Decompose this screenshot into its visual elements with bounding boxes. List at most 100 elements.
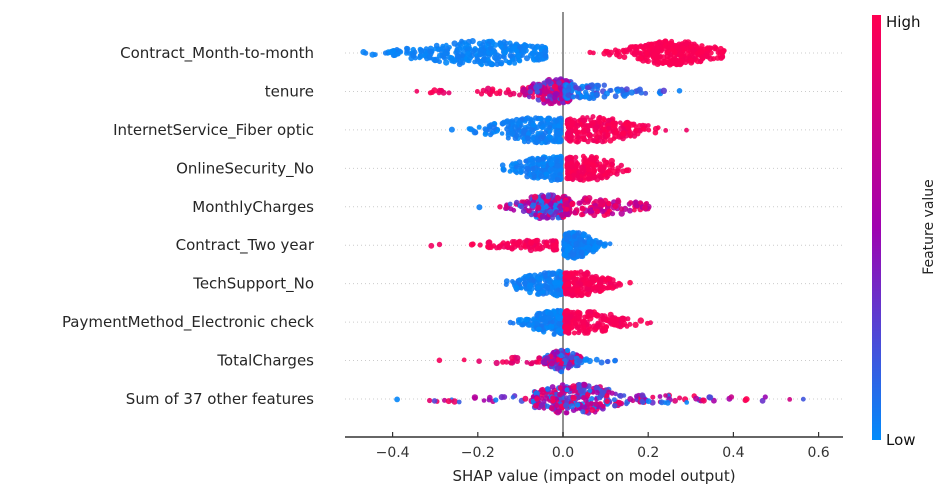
- swarm-point: [574, 246, 579, 251]
- swarm-point: [524, 135, 531, 142]
- swarm-point: [606, 200, 612, 207]
- swarm-point: [431, 398, 438, 404]
- x-tick-label: 0.6: [807, 445, 829, 461]
- swarm-point: [578, 249, 585, 256]
- swarm-point: [455, 53, 462, 60]
- swarm-point: [688, 44, 694, 50]
- swarm-point: [539, 204, 546, 211]
- swarm-point: [521, 280, 528, 286]
- swarm-point: [500, 359, 506, 365]
- swarm-point: [544, 355, 550, 361]
- swarm-point: [564, 206, 570, 212]
- swarm-point: [637, 55, 644, 62]
- swarm-point: [610, 165, 615, 171]
- swarm-point: [533, 84, 540, 91]
- swarm-point: [550, 238, 556, 244]
- swarm-point: [564, 347, 571, 354]
- swarm-point: [644, 51, 650, 56]
- swarm-point: [598, 198, 605, 206]
- swarm-point: [510, 395, 516, 400]
- swarm-point: [523, 158, 529, 164]
- swarm-point: [517, 277, 523, 283]
- swarm-point: [499, 131, 505, 136]
- swarm-point: [669, 38, 675, 44]
- swarm-point: [530, 122, 537, 128]
- swarm-point: [542, 48, 549, 55]
- swarm-point: [573, 163, 579, 169]
- swarm-point: [620, 320, 628, 327]
- x-tick-label: 0.2: [637, 445, 659, 461]
- swarm-point: [547, 289, 554, 295]
- swarm-point: [466, 126, 472, 132]
- swarm-point: [427, 397, 433, 404]
- swarm-point: [693, 395, 700, 402]
- swarm-point: [525, 274, 531, 280]
- swarm-point: [519, 285, 524, 291]
- swarm-point: [482, 131, 489, 137]
- swarm-point: [499, 61, 504, 67]
- colorbar: [872, 15, 881, 440]
- swarm-point: [512, 124, 518, 131]
- swarm-point: [568, 245, 573, 251]
- swarm-point: [529, 43, 536, 50]
- swarm-point: [596, 130, 603, 137]
- swarm-point: [539, 283, 544, 288]
- swarm-point: [603, 324, 609, 330]
- swarm-point: [507, 201, 513, 207]
- swarm-point: [540, 389, 547, 396]
- swarm-point: [576, 315, 582, 322]
- swarm-point: [585, 319, 590, 325]
- swarm-point: [611, 397, 617, 403]
- swarm-point: [623, 86, 630, 93]
- swarm-point: [574, 94, 580, 99]
- swarm-point: [549, 405, 555, 412]
- swarm-point: [497, 88, 503, 94]
- swarm-point: [612, 203, 619, 210]
- swarm-point: [474, 89, 480, 94]
- swarm-point: [599, 167, 606, 174]
- swarm-point: [563, 236, 570, 243]
- swarm-point: [539, 311, 546, 317]
- swarm-point: [527, 239, 535, 246]
- swarm-point: [633, 123, 638, 129]
- swarm-point: [645, 123, 651, 128]
- swarm-point: [643, 201, 648, 207]
- swarm-point: [433, 42, 440, 49]
- swarm-point: [524, 165, 531, 172]
- swarm-point: [470, 241, 476, 247]
- swarm-point: [540, 193, 547, 200]
- swarm-point: [615, 199, 620, 205]
- swarm-point: [570, 383, 577, 390]
- swarm-point: [550, 270, 557, 277]
- swarm-point: [743, 396, 750, 403]
- swarm-point: [612, 358, 618, 364]
- swarm-point: [570, 94, 576, 100]
- swarm-point: [527, 289, 533, 296]
- swarm-point: [600, 116, 607, 122]
- swarm-point: [424, 55, 430, 62]
- swarm-point: [548, 323, 555, 330]
- swarm-point: [598, 359, 605, 366]
- swarm-point: [599, 138, 606, 145]
- swarm-point: [579, 205, 586, 212]
- feature-label: TotalCharges: [216, 352, 314, 370]
- swarm-point: [526, 282, 534, 290]
- swarm-point: [567, 313, 574, 320]
- swarm-point: [519, 116, 526, 122]
- swarm-point: [436, 357, 443, 364]
- swarm-point: [549, 166, 555, 173]
- swarm-point: [492, 42, 499, 48]
- swarm-point: [536, 358, 543, 365]
- swarm-point: [535, 291, 542, 297]
- swarm-point: [584, 244, 592, 251]
- swarm-point: [461, 357, 467, 363]
- swarm-point: [427, 48, 433, 55]
- swarm-point: [489, 38, 495, 44]
- swarm-point: [548, 360, 555, 367]
- swarm-point: [590, 276, 597, 282]
- swarm-point: [648, 320, 653, 326]
- swarm-point: [609, 277, 616, 284]
- swarm-point: [587, 388, 593, 394]
- swarm-point: [579, 164, 586, 171]
- swarm-point: [607, 241, 613, 247]
